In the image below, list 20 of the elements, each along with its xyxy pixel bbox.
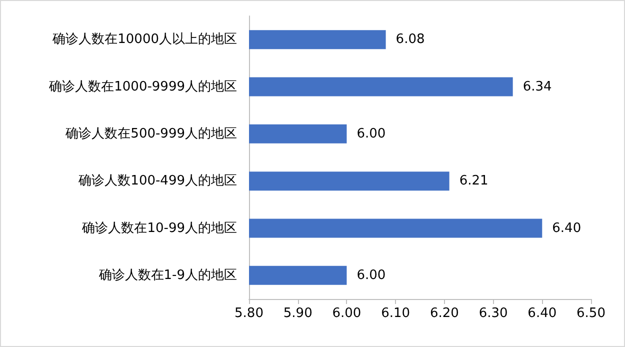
y-tick-label: 确诊人数在10-99人的地区 <box>81 220 237 236</box>
x-tick-label: 5.90 <box>283 306 312 321</box>
y-tick-label: 确诊人数100-499人的地区 <box>78 174 237 189</box>
y-tick-label: 确诊人数在500-999人的地区 <box>64 126 237 142</box>
x-tick-label: 6.40 <box>528 306 557 321</box>
x-tick-label: 5.80 <box>234 306 264 321</box>
data-label: 6.21 <box>459 174 488 189</box>
y-tick-label: 确诊人数在10000人以上的地区 <box>52 32 237 48</box>
data-label: 6.40 <box>552 220 582 236</box>
y-tick-label: 确诊人数在1000-9999人的地区 <box>48 79 237 94</box>
x-tick-label: 6.20 <box>430 306 459 321</box>
data-label: 6.00 <box>356 126 386 142</box>
x-tick-label: 6.50 <box>576 306 606 321</box>
data-label: 6.00 <box>356 268 386 283</box>
data-label: 6.34 <box>522 79 552 94</box>
x-tick-label: 6.00 <box>332 306 362 321</box>
data-label: 6.08 <box>396 32 425 48</box>
x-tick-label: 6.30 <box>478 306 508 321</box>
y-tick-label: 确诊人数在1-9人的地区 <box>98 268 237 283</box>
x-tick-label: 6.10 <box>381 306 410 321</box>
